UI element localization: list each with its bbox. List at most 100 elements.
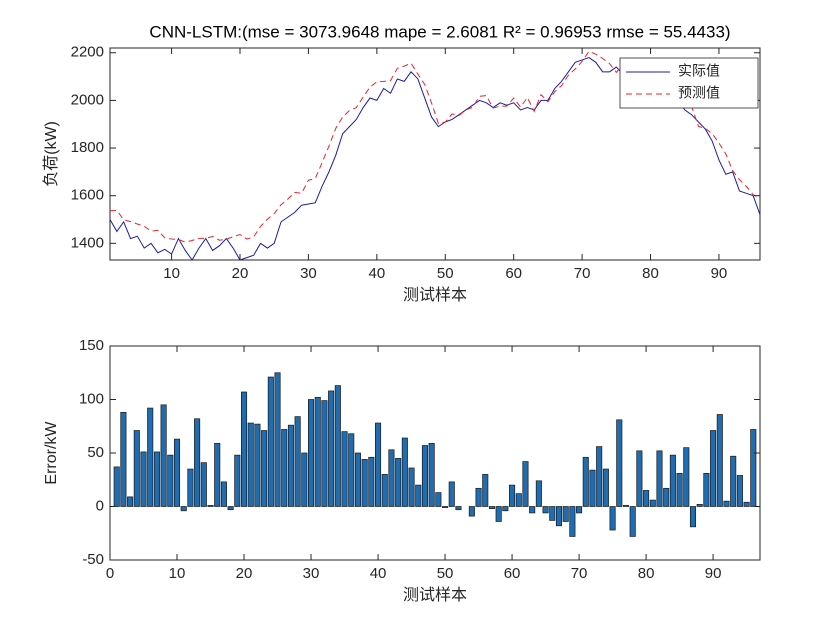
bar xyxy=(247,422,254,507)
x-tick-label: 40 xyxy=(370,565,387,582)
bar xyxy=(609,506,616,531)
bar xyxy=(549,506,556,521)
bar xyxy=(287,424,294,507)
bar xyxy=(582,456,589,507)
bar xyxy=(321,400,328,507)
x-tick-label: 10 xyxy=(163,265,180,282)
bar xyxy=(716,414,723,507)
bar xyxy=(730,455,737,507)
bar xyxy=(542,506,549,514)
bar xyxy=(428,443,435,507)
bar xyxy=(743,501,750,507)
y-tick-label: 150 xyxy=(79,337,104,354)
bar xyxy=(421,445,428,507)
y-tick-label: 2200 xyxy=(71,44,104,61)
bar xyxy=(435,492,442,507)
bar xyxy=(160,404,167,507)
bar xyxy=(220,481,227,507)
bar xyxy=(153,451,160,507)
bar xyxy=(535,480,542,507)
bar xyxy=(555,506,562,527)
bar xyxy=(602,468,609,507)
x-tick-label: 10 xyxy=(169,565,186,582)
x-axis-label: 测试样本 xyxy=(403,586,467,604)
bar xyxy=(576,506,583,514)
bar xyxy=(120,411,127,507)
bar xyxy=(354,452,361,507)
marks xyxy=(113,372,757,537)
bar xyxy=(649,499,656,507)
y-tick-label: 100 xyxy=(79,390,104,407)
bar xyxy=(328,390,335,507)
bar xyxy=(562,506,569,522)
bar xyxy=(509,484,516,507)
bar xyxy=(234,454,241,507)
bar xyxy=(475,487,482,507)
bar xyxy=(314,397,321,507)
x-tick-label: 20 xyxy=(232,265,249,282)
x-tick-label: 30 xyxy=(300,265,317,282)
bar xyxy=(395,458,402,507)
x-tick-label: 70 xyxy=(571,565,588,582)
x-tick-label: 40 xyxy=(368,265,385,282)
bar xyxy=(522,461,529,507)
x-tick-label: 50 xyxy=(437,265,454,282)
bar xyxy=(596,446,603,507)
y-tick-label: 1800 xyxy=(71,139,104,156)
legend-label: 预测值 xyxy=(678,85,720,101)
bar xyxy=(676,472,683,507)
bar xyxy=(200,462,207,507)
x-tick-label: 50 xyxy=(437,565,454,582)
y-axis-label: Error/kW xyxy=(43,421,60,485)
bar xyxy=(442,506,449,508)
bar xyxy=(127,496,134,507)
y-tick-label: 1400 xyxy=(71,234,104,251)
bar xyxy=(147,407,154,507)
bar xyxy=(113,466,120,507)
bar xyxy=(281,429,288,507)
bar xyxy=(723,500,730,507)
x-tick-label: 90 xyxy=(711,265,728,282)
x-tick-label: 60 xyxy=(504,565,521,582)
bar xyxy=(173,438,181,507)
bar xyxy=(529,506,536,514)
bar xyxy=(267,376,274,507)
y-tick-label: 0 xyxy=(96,497,104,514)
bar xyxy=(689,506,697,528)
y-tick-label: 2000 xyxy=(71,91,104,108)
bar xyxy=(663,487,670,507)
x-tick-label: 80 xyxy=(638,565,655,582)
bar xyxy=(334,385,341,507)
x-axis-label: 测试样本 xyxy=(403,286,467,304)
bar xyxy=(207,505,214,507)
bar xyxy=(401,437,408,507)
bar xyxy=(589,469,596,507)
bar xyxy=(669,454,676,507)
bar xyxy=(261,430,268,507)
y-tick-label: 1600 xyxy=(71,187,104,204)
bar xyxy=(703,472,710,507)
bar xyxy=(643,490,650,507)
bar xyxy=(482,474,489,507)
bar xyxy=(194,418,201,507)
bar xyxy=(388,449,395,507)
bar xyxy=(515,493,522,507)
bar xyxy=(468,506,475,517)
bar xyxy=(227,506,234,511)
bar xyxy=(408,467,415,507)
bar xyxy=(348,433,355,507)
chart-title: CNN-LSTM:(mse = 3073.9648 mape = 2.6081 … xyxy=(149,22,730,41)
bar xyxy=(308,399,315,507)
bar xyxy=(495,506,502,522)
legend-box xyxy=(619,57,759,109)
x-tick-label: 90 xyxy=(705,565,722,582)
bar xyxy=(274,372,281,507)
bar xyxy=(214,443,221,507)
bar xyxy=(240,391,248,507)
bar xyxy=(140,451,147,507)
bar xyxy=(294,416,301,507)
bar xyxy=(381,474,388,507)
x-tick-label: 80 xyxy=(642,265,659,282)
bar xyxy=(180,506,187,512)
